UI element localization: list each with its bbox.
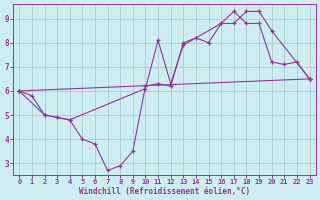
X-axis label: Windchill (Refroidissement éolien,°C): Windchill (Refroidissement éolien,°C) — [79, 187, 250, 196]
